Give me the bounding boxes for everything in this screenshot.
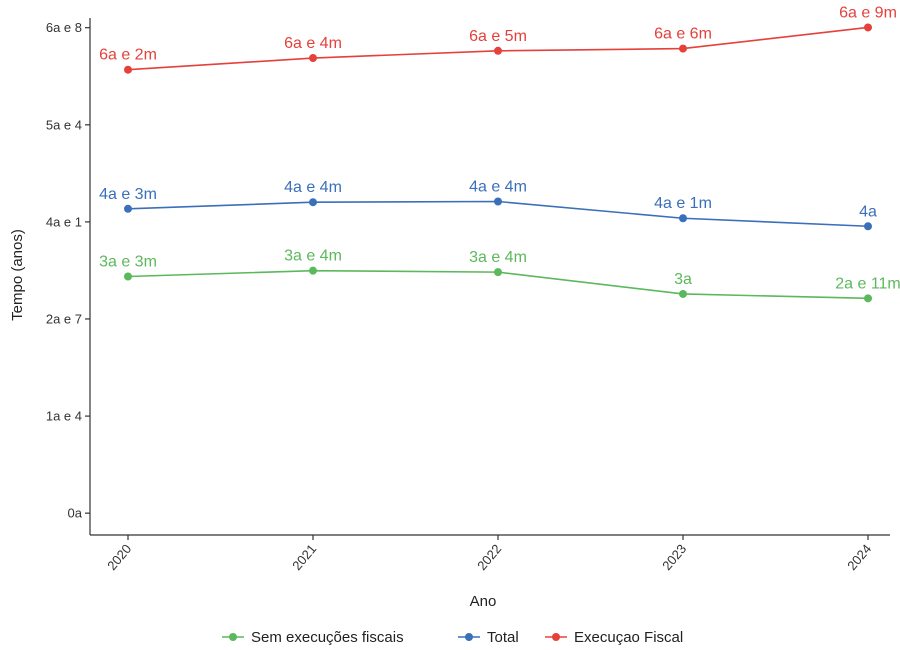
series: 3a e 3m 3a e 4m 3a e 4m 3a 2a e 11m: [99, 248, 900, 303]
data-label: 3a e 4m: [284, 248, 342, 265]
data-label: 6a e 6m: [654, 26, 712, 43]
y-tick-label: 2a e 7: [46, 311, 82, 326]
data-label: 4a e 4m: [284, 179, 342, 196]
legend-marker: [229, 633, 237, 641]
x-tick-label: 2021: [289, 541, 319, 573]
y-axis-title: Tempo (anos): [9, 229, 26, 321]
data-label: 4a: [859, 203, 877, 220]
y-tick-label: 0a: [68, 506, 83, 521]
data-point: [864, 23, 872, 32]
legend-label: Execuçao Fiscal: [574, 629, 683, 646]
x-tick-label: 2023: [659, 541, 689, 573]
data-point: [309, 198, 317, 207]
data-label: 6a e 5m: [469, 28, 527, 45]
data-point: [494, 268, 502, 277]
data-point: [494, 46, 502, 55]
data-label: 6a e 2m: [99, 47, 157, 64]
data-label: 4a e 3m: [99, 186, 157, 203]
legend: Sem execuções fiscais Total Execuçao Fisca…: [222, 629, 683, 646]
data-label: 4a e 4m: [469, 178, 527, 195]
data-label: 4a e 1m: [654, 195, 712, 212]
legend-item: Execuçao Fiscal: [545, 629, 683, 646]
series: 6a e 2m 6a e 4m 6a e 5m 6a e 6m 6a e 9m: [99, 4, 897, 74]
legend-item: Total: [458, 629, 519, 646]
data-label: 3a e 4m: [469, 249, 527, 266]
data-point: [309, 54, 317, 63]
series: 4a e 3m 4a e 4m 4a e 4m 4a e 1m 4a: [99, 178, 877, 231]
x-tick-label: 2020: [104, 541, 134, 573]
x-tick-label: 2022: [474, 541, 504, 573]
data-point: [679, 289, 687, 298]
data-point: [124, 65, 132, 74]
data-label: 3a e 3m: [99, 254, 157, 271]
legend-marker: [552, 633, 560, 641]
x-tick-label: 2024: [844, 541, 874, 573]
data-point: [494, 197, 502, 206]
y-tick-label: 6a e 8: [46, 20, 82, 35]
data-point: [124, 204, 132, 213]
y-tick-label: 1a e 4: [46, 409, 82, 424]
legend-marker: [465, 633, 473, 641]
data-point: [679, 214, 687, 223]
data-label: 6a e 9m: [839, 4, 897, 21]
data-point: [679, 44, 687, 53]
y-tick-label: 4a e 1: [46, 214, 82, 229]
legend-label: Sem execuções fiscais: [251, 629, 404, 646]
data-point: [309, 266, 317, 275]
legend-label: Total: [487, 629, 519, 646]
data-label: 6a e 4m: [284, 35, 342, 52]
legend-item: Sem execuções fiscais: [222, 629, 404, 646]
data-point: [864, 222, 872, 231]
y-tick-label: 5a e 4: [46, 117, 82, 132]
data-point: [124, 272, 132, 281]
data-point: [864, 294, 872, 303]
data-label: 2a e 11m: [835, 275, 900, 292]
x-axis-title: Ano: [470, 593, 497, 610]
data-label: 3a: [674, 271, 692, 288]
